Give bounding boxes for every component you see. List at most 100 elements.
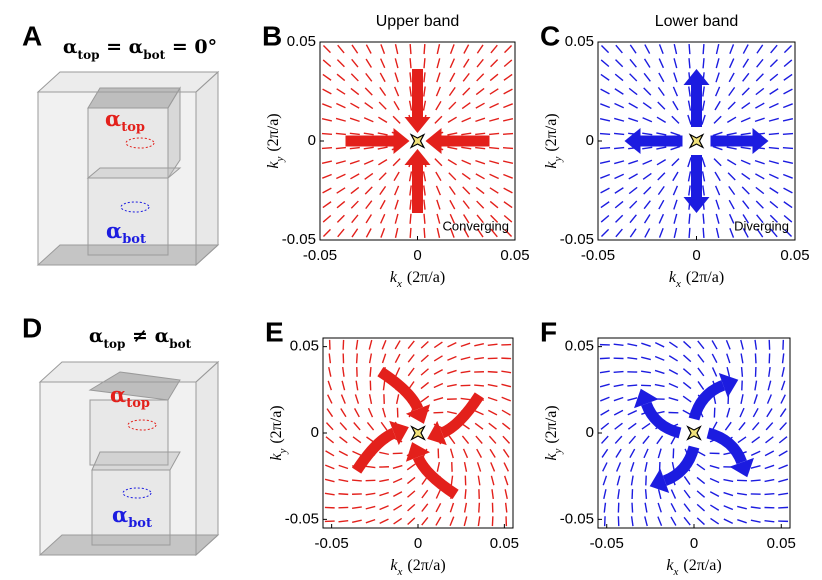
math-token: = [99,36,128,58]
x-axis-label: kx (2π/a) [666,557,721,578]
field-segment [627,343,638,347]
field-segment [435,100,442,111]
field-segment [755,73,764,82]
field-segment [696,476,706,485]
field-segment [378,101,387,110]
math-token: = 0° [165,36,217,58]
field-segment [673,43,678,55]
field-segment [642,117,653,123]
field-segment [723,478,734,483]
field-segment [336,59,345,68]
field-segment [322,103,332,109]
field-segment [504,228,513,237]
field-segment [504,45,513,54]
field-segment [435,185,441,196]
field-segment [615,44,623,54]
field-segment [321,117,333,122]
field-segment [322,73,332,81]
field-segment [740,146,751,150]
equation: αtop = αbot = 0° [63,36,217,62]
field-segment [709,464,720,469]
field-segment [783,201,793,209]
field-segment [770,228,778,238]
field-segment [501,383,512,388]
field-segment [367,407,374,418]
field-segment [725,339,731,350]
field-segment [673,213,678,224]
field-segment [368,394,373,404]
field-segment [488,422,497,430]
field-segment [436,213,441,224]
field-segment [503,462,509,472]
field-segment [393,491,403,498]
field-segment [715,227,720,239]
field-segment [489,146,500,150]
field-segment [751,422,760,431]
field-segment [476,214,484,224]
field-segment [489,160,500,165]
field-segment [740,353,744,364]
field-segment [627,384,638,387]
field-segment [433,368,443,375]
field-segment [420,368,429,376]
field-segment [767,380,772,391]
field-segment [349,146,360,150]
alpha-top-label: αtop [110,382,150,412]
field-segment [335,160,346,165]
field-segment [336,187,346,194]
axis-symbol: k [268,453,285,461]
field-segment [447,146,458,150]
field-segment [503,73,513,81]
field-segment [600,103,611,109]
field-segment [392,158,401,167]
x-axis-label: kx (2π/a) [390,269,445,290]
y-tick-label: 0 [586,424,594,441]
field-segment [764,464,775,470]
math-token: α [129,36,144,58]
panel-letter: A [22,20,42,51]
field-segment [487,343,498,347]
field-segment [682,395,692,403]
field-segment [715,58,720,69]
field-segment [599,370,610,374]
field-segment [712,145,723,151]
field-segment [740,339,744,350]
math-subscript: bot [169,337,191,351]
field-segment [682,381,692,390]
field-segment [599,132,611,136]
field-segment [436,58,441,69]
panel-letter: D [22,312,42,343]
x-tick-label: -0.05 [581,247,615,264]
field-segment [654,369,665,375]
field-segment [363,146,374,150]
field-segment [475,87,485,96]
field-segment [668,382,679,389]
field-segment [476,58,484,68]
field-segment [407,340,415,350]
field-segment [673,199,678,210]
field-segment [614,88,624,95]
field-segment [654,342,665,348]
field-segment [782,146,794,150]
field-segment [378,116,388,123]
field-segment [628,102,638,109]
field-segment [742,44,749,54]
axis-symbol: k [669,269,677,286]
field-segment [322,59,332,68]
field-segment [365,200,373,210]
equation: αtop ≠ αbot [89,325,192,351]
field-segment [449,448,454,459]
field-segment [658,72,665,83]
field-segment [702,43,705,55]
field-segment [327,394,333,404]
field-segment [770,44,778,54]
field-segment [477,516,481,527]
field-segment [697,340,705,350]
field-segment [783,73,793,81]
field-segment [476,200,485,209]
field-segment [338,450,349,457]
field-segment [380,44,386,55]
field-segment [714,86,721,97]
field-segment [475,132,486,136]
field-segment [365,214,373,224]
